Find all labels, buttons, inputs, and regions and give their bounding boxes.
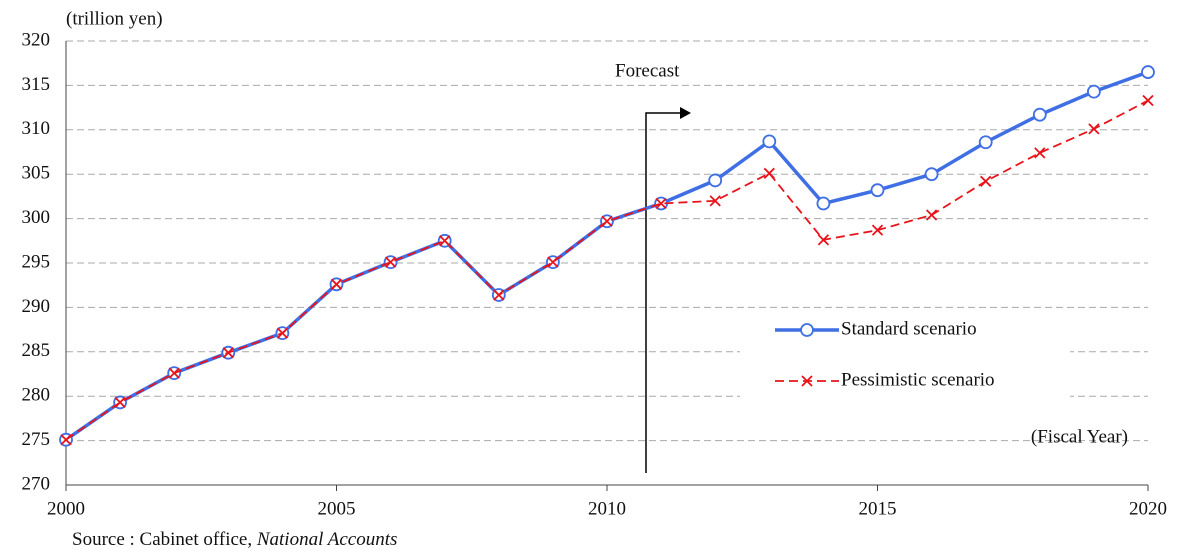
source-text: Source : Cabinet office,: [72, 529, 257, 550]
point: [925, 209, 938, 221]
point: [763, 167, 775, 179]
point: [1088, 123, 1100, 135]
y-axis-label: (trillion yen): [66, 8, 163, 29]
y-tick-label: 275: [22, 429, 51, 450]
x-tick-label: 2000: [47, 498, 85, 519]
point: [1034, 147, 1046, 159]
series-line: [65, 99, 1149, 441]
legend-background: [740, 308, 1070, 408]
y-tick-label: 270: [22, 473, 51, 494]
forecast-arrow: [645, 112, 680, 473]
point: [816, 196, 831, 211]
point: [817, 234, 830, 246]
point: [871, 224, 884, 236]
point: [655, 197, 667, 210]
point: [870, 183, 885, 198]
point: [222, 347, 234, 359]
y-tick-label: 320: [22, 29, 51, 50]
source: Source : Cabinet office, National Accoun…: [72, 529, 397, 550]
y-tick-label: 295: [22, 251, 51, 272]
x-tick-label: 2015: [859, 498, 897, 519]
point: [762, 134, 777, 149]
legend-marker: [801, 375, 813, 387]
legend-marker: [800, 323, 814, 337]
point: [168, 367, 180, 379]
annotation: Forecast: [615, 60, 680, 81]
legend-label: Standard scenario: [841, 318, 977, 339]
point: [330, 278, 343, 290]
point: [924, 167, 939, 182]
y-tick-label: 290: [22, 296, 51, 317]
grid: [66, 40, 1148, 486]
x-tick-label: 2010: [588, 498, 626, 519]
point: [1141, 65, 1155, 79]
point: [493, 289, 505, 301]
y-tick-label: 305: [22, 163, 51, 184]
point: [439, 235, 451, 247]
point: [978, 135, 993, 150]
point: [60, 434, 72, 446]
y-tick-label: 285: [22, 340, 51, 361]
y-tick-label: 300: [22, 207, 51, 228]
point: [601, 215, 613, 227]
point: [276, 327, 289, 339]
point: [708, 173, 723, 188]
y-tick-label: 280: [22, 385, 51, 406]
x-tick-label: 2005: [318, 498, 356, 519]
y-tick-label: 315: [22, 74, 51, 95]
point: [114, 396, 126, 409]
forecast-arrowhead: [680, 107, 691, 119]
point: [384, 256, 397, 268]
legend-label: Pessimistic scenario: [841, 369, 995, 390]
x-axis-label: (Fiscal Year): [1031, 426, 1128, 447]
point: [1032, 107, 1047, 122]
point: [709, 195, 721, 207]
y-tick-label: 310: [22, 118, 51, 139]
point: [980, 175, 992, 187]
point: [547, 256, 559, 268]
point: [1142, 94, 1154, 107]
x-tick-label: 2020: [1129, 498, 1167, 519]
point: [1087, 84, 1101, 99]
source-title: National Accounts: [256, 529, 398, 550]
